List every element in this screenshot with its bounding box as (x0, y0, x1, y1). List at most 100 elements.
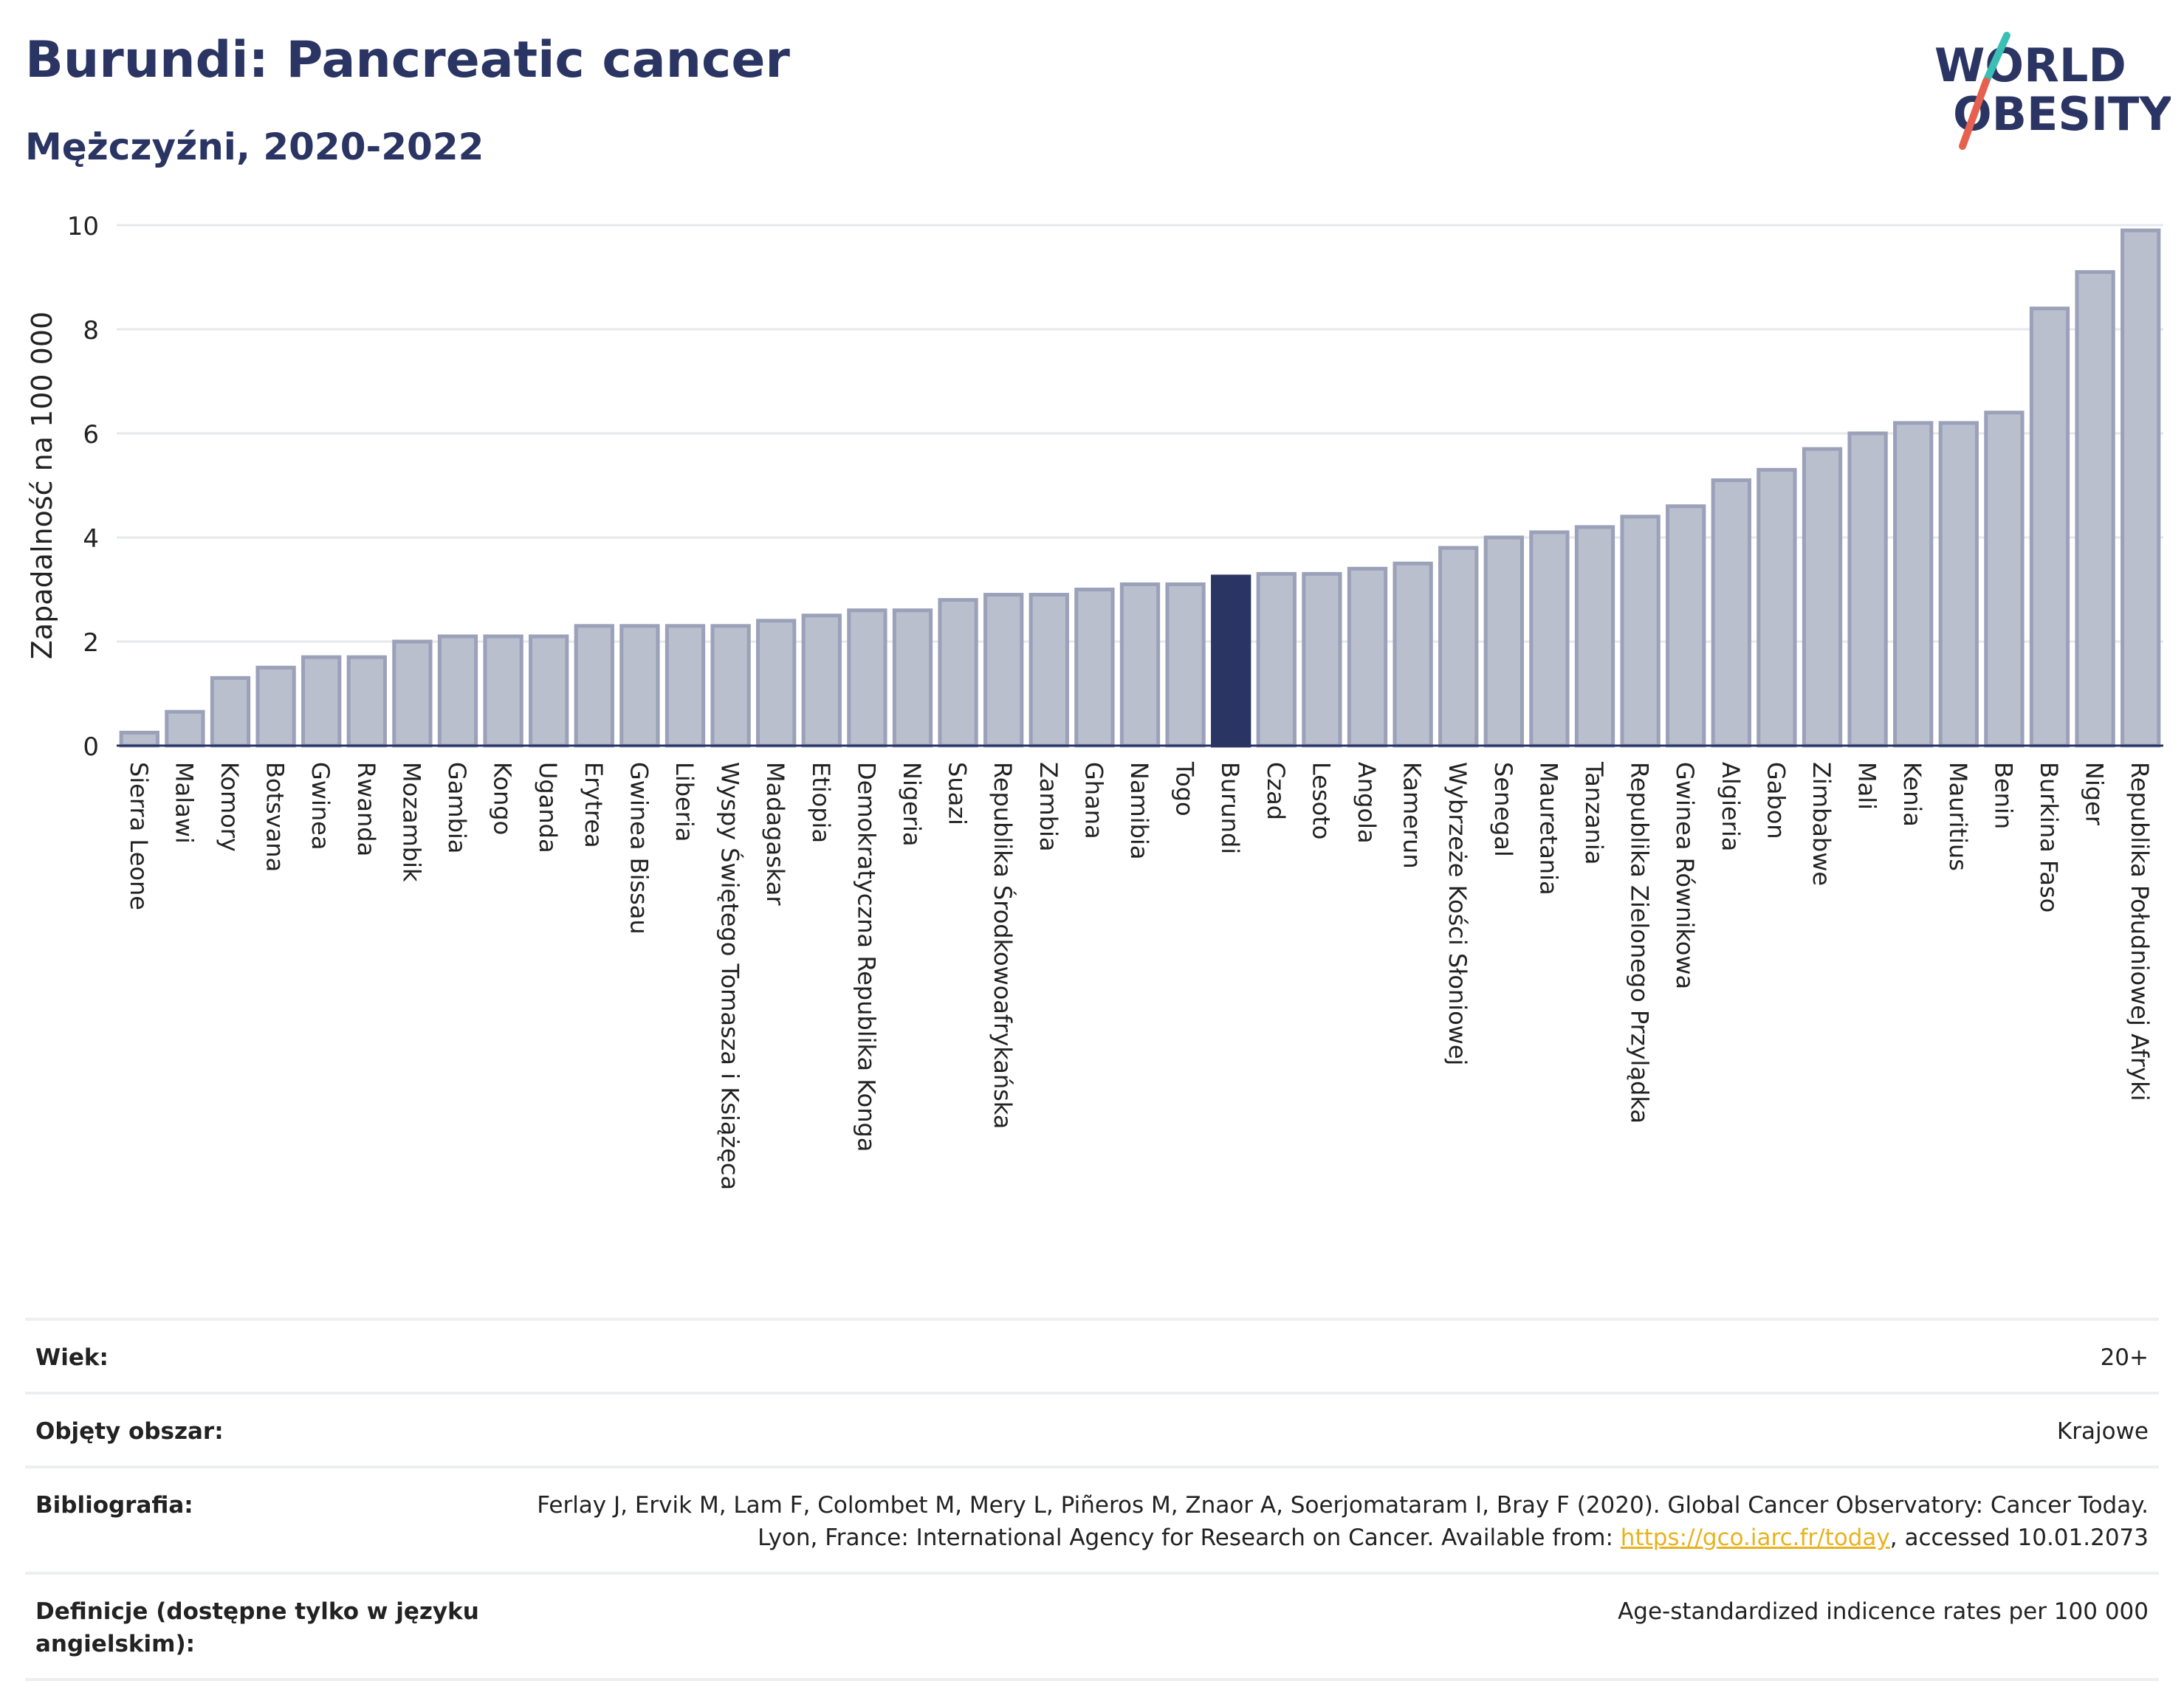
y-tick-label: 4 (83, 524, 99, 554)
bar (1574, 525, 1615, 748)
x-tick-label: Madagaskar (761, 762, 789, 906)
x-tick-label: Burkina Faso (2035, 762, 2063, 912)
bar (1483, 535, 1524, 748)
bar (1666, 504, 1706, 748)
bar (1984, 410, 2025, 748)
bar (1302, 571, 1342, 748)
bar (1802, 447, 1843, 748)
meta-value-area: Krajowe (2056, 1418, 2149, 1445)
bar (1529, 530, 1570, 748)
x-tick-label: Mauretania (1534, 762, 1562, 895)
x-tick-label: Wybrzeże Kości Słoniowej (1443, 762, 1472, 1065)
bar (756, 619, 797, 748)
x-tick-label: Kenia (1898, 762, 1926, 827)
y-tick-label: 0 (83, 732, 99, 762)
x-tick-label: Mali (1853, 762, 1881, 810)
logo-slash-red (1959, 78, 1990, 150)
y-tick-label: 8 (83, 316, 99, 346)
y-axis-title: Zapadalność na 100 000 (26, 312, 58, 659)
meta-value-definitions: Age-standardized indicence rates per 100… (1618, 1598, 2149, 1625)
x-tick-label: Wyspy Świętego Tomasza i Książęca (716, 762, 745, 1190)
bar (1347, 566, 1388, 748)
meta-label-definitions: Definicje (dostępne tylko w języku angie… (35, 1598, 479, 1657)
x-tick-label: Tanzania (1580, 761, 1608, 864)
x-tick-label: Zambia (1034, 762, 1062, 852)
x-tick-label: Senegal (1489, 762, 1517, 857)
bibliography-link[interactable]: https://gco.iarc.fr/today (1620, 1524, 1890, 1551)
x-tick-label: Kamerun (1398, 762, 1426, 869)
x-tick-label: Togo (1171, 761, 1199, 817)
bar (210, 676, 251, 748)
x-tick-label: Republika Południowej Afryki (2126, 762, 2154, 1101)
x-tick-label: Angola (1353, 762, 1381, 844)
chart-subtitle: Mężczyźni, 2020-2022 (25, 126, 484, 168)
x-tick-label: Rwanda (352, 762, 380, 856)
x-tick-label: Niger (2081, 762, 2109, 826)
logo-word-world: WORLD (1934, 38, 2126, 92)
bar (1393, 561, 1433, 748)
bar (1620, 515, 1661, 748)
bar (255, 665, 296, 748)
chart-title: Burundi: Pancreatic cancer (25, 31, 790, 89)
x-tick-label: Ghana (1079, 762, 1108, 839)
bibliography-accessed: , accessed 10.01.2073 (1889, 1524, 2149, 1551)
y-tick-label: 6 (83, 420, 99, 450)
bar (2029, 306, 2070, 748)
x-tick-label: Malawi (170, 762, 198, 844)
logo-slash-teal (1982, 32, 2010, 85)
x-tick-label: Komory (216, 762, 244, 852)
bar (119, 730, 159, 748)
x-tick-label: Uganda (534, 762, 562, 853)
bar (801, 613, 842, 748)
x-tick-label: Lesoto (1307, 762, 1335, 839)
bar (1757, 467, 1797, 748)
x-tick-label: Namibia (1125, 762, 1153, 859)
bar (710, 624, 751, 748)
bar (1938, 421, 1979, 748)
meta-row-bibliography: Bibliografia: Ferlay J, Ervik M, Lam F, … (25, 1465, 2159, 1572)
x-tick-label: Sierra Leone (125, 762, 153, 910)
x-tick-label: Gwinea Równikowa (1671, 762, 1699, 989)
bar (1211, 574, 1251, 748)
bar (346, 655, 387, 748)
bar (1165, 582, 1206, 748)
x-tick-label: Algieria (1717, 762, 1745, 851)
bar (619, 624, 660, 748)
bar (665, 624, 706, 748)
x-tick-label: Republika Środkowoafrykańska (989, 762, 1017, 1129)
x-tick-label: Gwinea Bissau (625, 762, 653, 935)
bar (301, 655, 342, 748)
world-obesity-logo: WORLD OBESITY (1934, 32, 2171, 150)
x-tick-label: Botsvana (261, 762, 289, 872)
meta-row-age: Wiek: 20+ (25, 1318, 2159, 1392)
x-tick-label: Kongo (489, 762, 517, 835)
bar (983, 593, 1024, 748)
bar (574, 624, 614, 748)
x-tick-label: Etiopia (807, 762, 835, 843)
bar (1438, 546, 1479, 748)
x-tick-label: Mauritius (1944, 762, 1972, 871)
x-tick-label: Liberia (670, 762, 698, 842)
x-tick-label: Erytrea (580, 762, 608, 848)
bar (1256, 571, 1297, 748)
meta-label-area: Objęty obszar: (35, 1418, 224, 1445)
y-tick-label: 2 (83, 628, 99, 658)
bibliography-text: Ferlay J, Ervik M, Lam F, Colombet M, Me… (537, 1492, 2149, 1551)
meta-value-bibliography: Ferlay J, Ervik M, Lam F, Colombet M, Me… (524, 1489, 2149, 1554)
meta-label-bibliography: Bibliografia: (35, 1492, 193, 1519)
y-tick-label: 10 (67, 212, 99, 241)
bar (1893, 421, 1934, 748)
metadata-table: Wiek: 20+ Objęty obszar: Krajowe Bibliog… (25, 1318, 2159, 1681)
bar-chart: 0 2 4 6 8 10 Zapadalność na 100 000 Sierra Leon… (26, 212, 2163, 1190)
x-tick-label: Burundi (1216, 762, 1244, 854)
x-tick-label: Gambia (443, 762, 471, 853)
x-tick-label: Suazi (944, 762, 972, 825)
x-tick-label: Republika Zielonego Przylądka (1626, 762, 1654, 1124)
bar (2075, 269, 2115, 748)
bar (938, 598, 978, 748)
bar (1074, 588, 1115, 748)
x-tick-label: Gwinea (306, 762, 334, 850)
bar (392, 639, 433, 748)
x-tick-label: Gabon (1762, 762, 1790, 839)
x-tick-label: Czad (1262, 762, 1290, 820)
